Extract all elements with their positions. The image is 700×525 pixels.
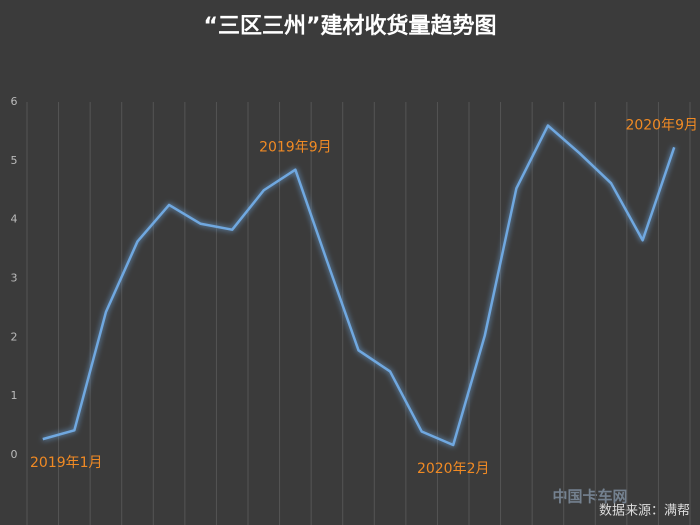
line [42,124,676,447]
y-tick-label: 4 [11,213,18,226]
source: 数据来源：满帮 [599,504,690,519]
x-label: 2019年1月 [30,455,103,471]
x-label: 2020年9月 [625,117,698,133]
y-tick-label: 2 [11,330,18,343]
x-label: 2019年9月 [259,140,332,156]
y-tick-label: 0 [11,448,18,461]
y-tick-label: 3 [11,272,18,285]
chart-title: “三区三州”建材收货量趋势图 [204,13,497,39]
watermark: 中国卡车网 [552,488,627,506]
y-tick-label: 6 [11,95,18,108]
y-tick-label: 1 [11,389,18,402]
y-tick-label: 5 [11,154,18,167]
x-label: 2020年2月 [417,461,490,477]
